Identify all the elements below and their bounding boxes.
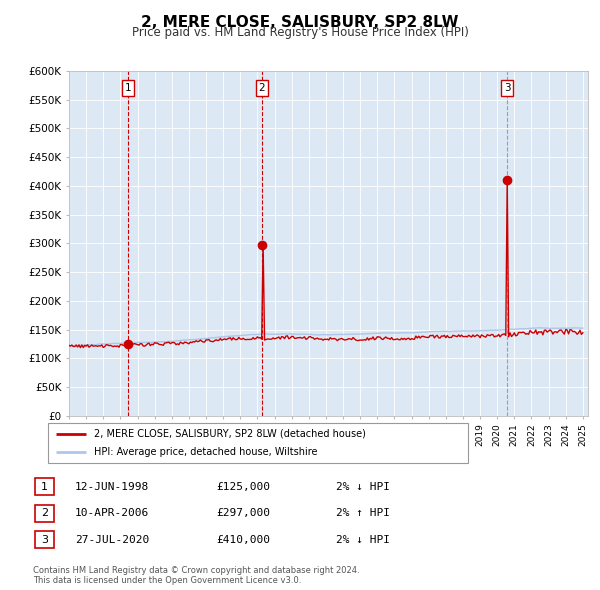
Text: Contains HM Land Registry data © Crown copyright and database right 2024.
This d: Contains HM Land Registry data © Crown c… [33, 566, 359, 585]
Text: 10-APR-2006: 10-APR-2006 [75, 509, 149, 518]
Text: 1: 1 [41, 482, 48, 491]
FancyBboxPatch shape [35, 532, 54, 548]
Text: 2% ↑ HPI: 2% ↑ HPI [336, 509, 390, 518]
Text: HPI: Average price, detached house, Wiltshire: HPI: Average price, detached house, Wilt… [94, 447, 318, 457]
Text: 1: 1 [125, 83, 131, 93]
Text: 2: 2 [41, 509, 48, 518]
Text: 2, MERE CLOSE, SALISBURY, SP2 8LW (detached house): 2, MERE CLOSE, SALISBURY, SP2 8LW (detac… [94, 429, 366, 439]
Text: 2: 2 [259, 83, 265, 93]
Text: 12-JUN-1998: 12-JUN-1998 [75, 482, 149, 491]
Text: £410,000: £410,000 [216, 535, 270, 545]
Text: 2% ↓ HPI: 2% ↓ HPI [336, 482, 390, 491]
Text: 27-JUL-2020: 27-JUL-2020 [75, 535, 149, 545]
Text: 2, MERE CLOSE, SALISBURY, SP2 8LW: 2, MERE CLOSE, SALISBURY, SP2 8LW [141, 15, 459, 30]
FancyBboxPatch shape [35, 478, 54, 495]
Text: 2% ↓ HPI: 2% ↓ HPI [336, 535, 390, 545]
Text: 3: 3 [503, 83, 510, 93]
Text: 3: 3 [41, 535, 48, 545]
Text: Price paid vs. HM Land Registry's House Price Index (HPI): Price paid vs. HM Land Registry's House … [131, 26, 469, 39]
Text: £125,000: £125,000 [216, 482, 270, 491]
FancyBboxPatch shape [35, 505, 54, 522]
FancyBboxPatch shape [48, 423, 468, 463]
Text: £297,000: £297,000 [216, 509, 270, 518]
